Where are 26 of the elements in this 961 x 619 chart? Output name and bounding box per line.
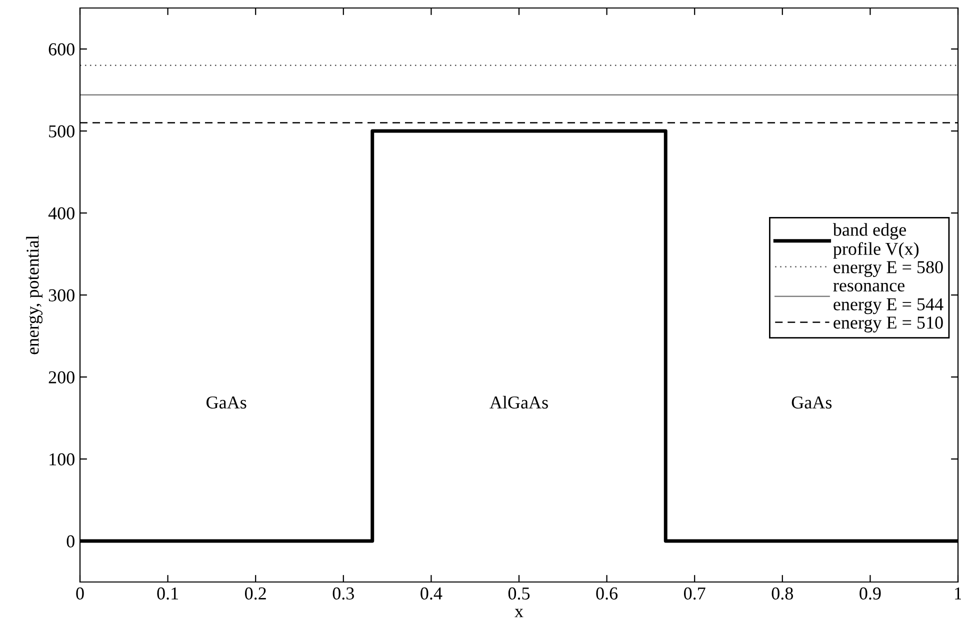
x-tick-label: 0.1 [157,587,178,600]
y-tick-label: 0 [66,535,74,548]
x-axis-title: x [514,608,524,618]
x-tick-label: 0.7 [684,587,706,600]
y-tick-label: 100 [50,453,74,466]
x-tick-label: 0.2 [245,587,266,600]
y-tick-label: 600 [48,43,74,56]
annotation: GaAs [206,396,246,409]
annotation: GaAs [792,396,832,409]
legend-label: energy E = 580 [834,261,943,277]
y-tick-label: 300 [48,289,74,302]
x-tick-label: 1 [955,587,961,600]
legend-label: band edge profile V(x) [832,223,919,259]
y-tick-label: 500 [49,125,74,138]
y-tick-label: 200 [48,371,74,384]
y-tick-label: 400 [48,207,74,220]
x-tick-label: 0 [76,587,84,600]
annotation: AlGaAs [490,396,548,409]
y-axis-title: energy, potential [26,235,42,354]
x-tick-label: 0.5 [508,587,530,600]
legend-label: energy E = 510 [834,316,943,332]
x-tick-label: 0.8 [772,587,793,600]
x-tick-label: 0.6 [596,587,618,600]
x-tick-label: 0.4 [420,587,442,600]
x-tick-label: 0.9 [860,587,881,600]
x-tick-label: 0.3 [332,587,354,600]
